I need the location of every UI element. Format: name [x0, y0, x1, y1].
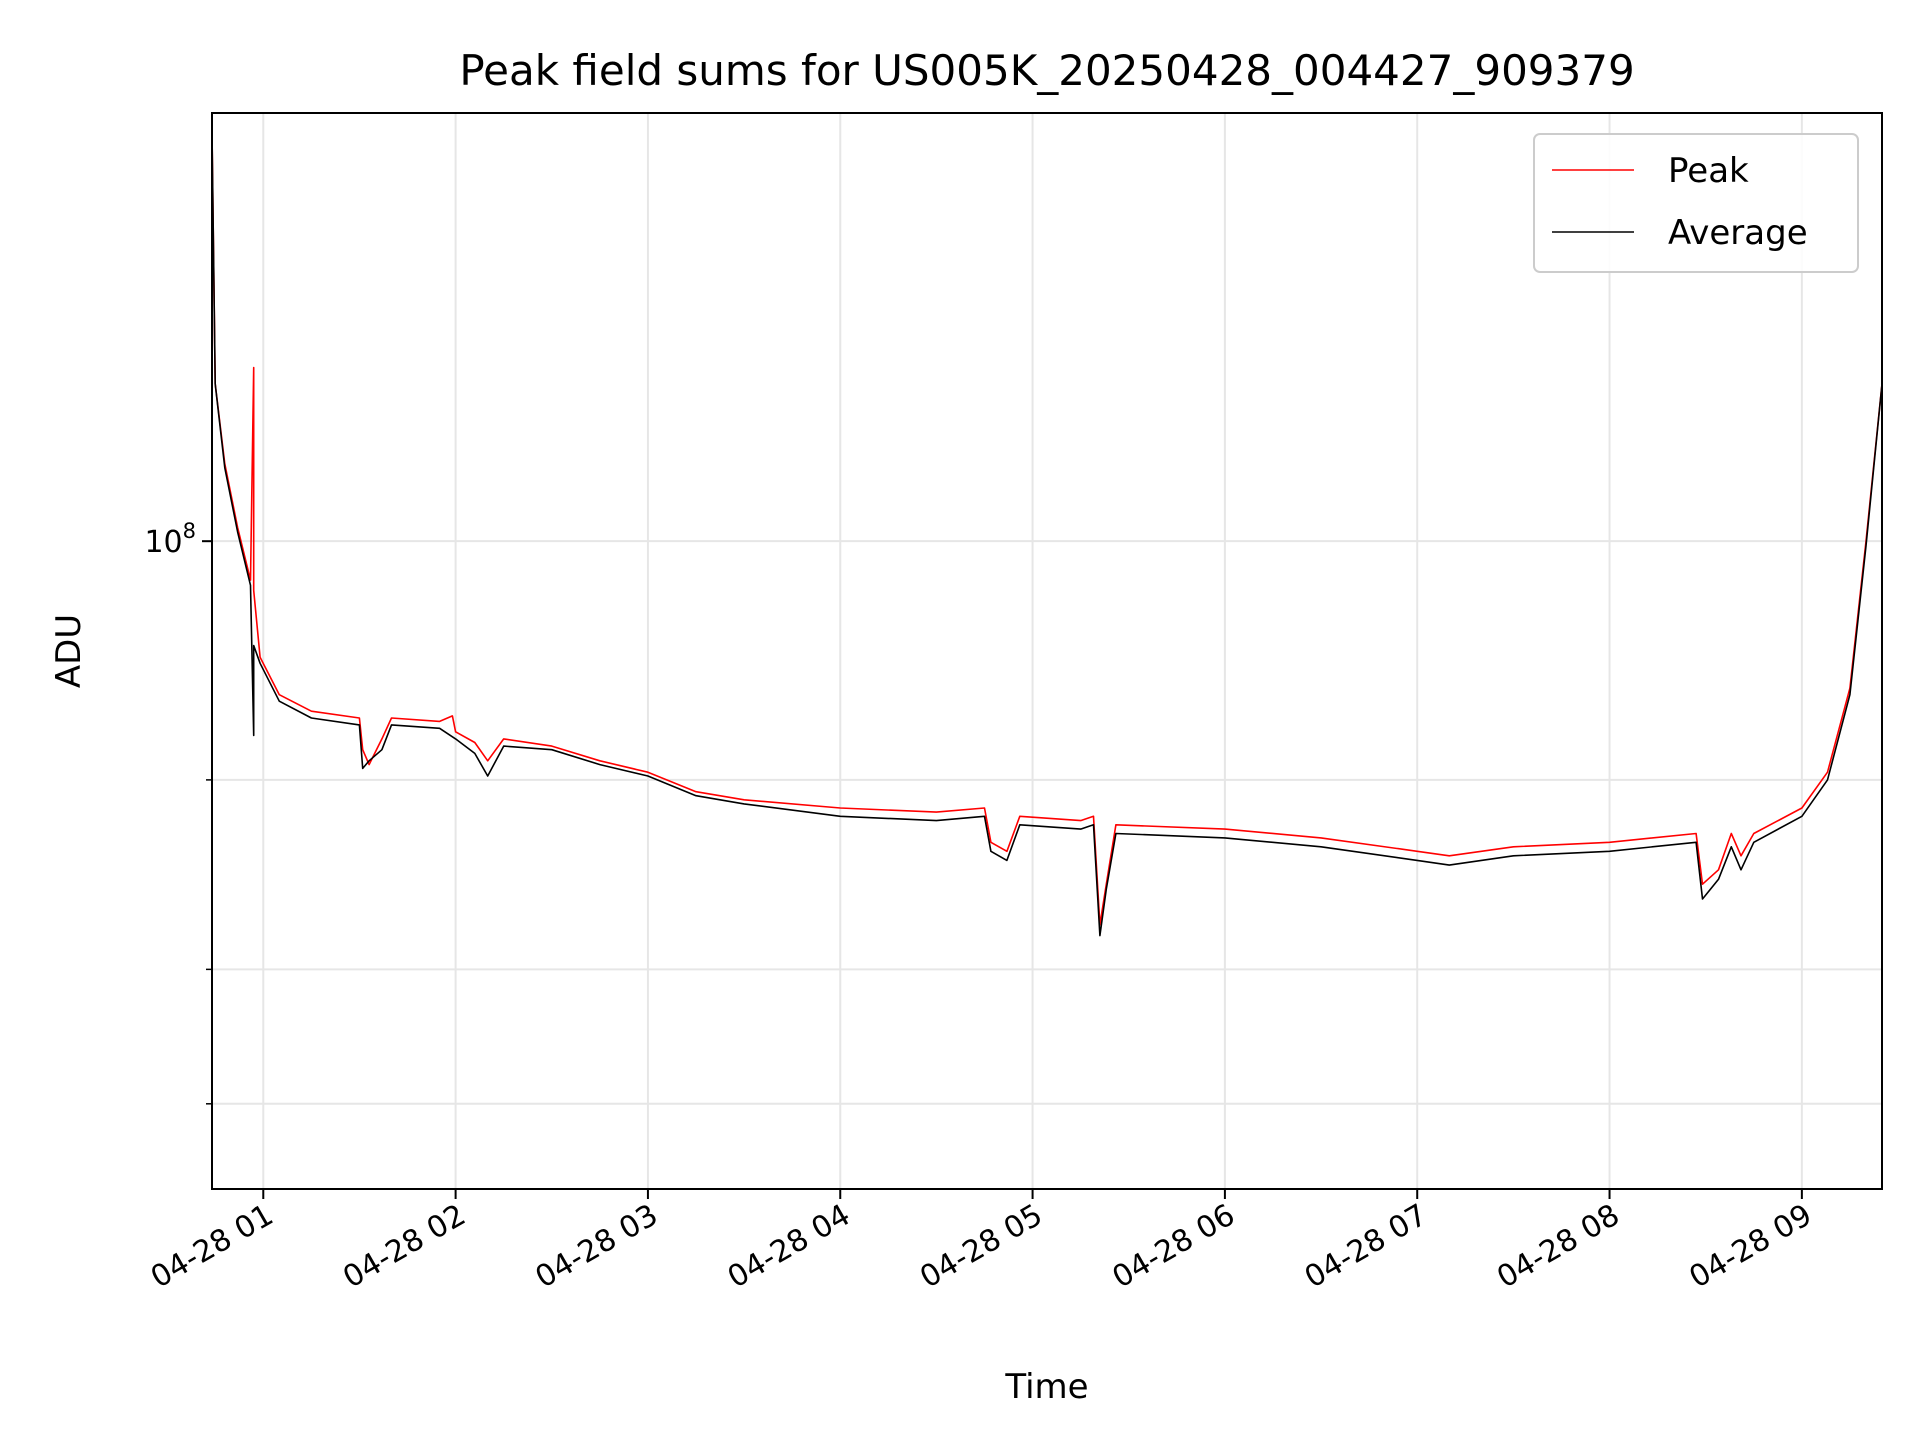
chart-title: Peak field sums for US005K_20250428_0044… — [459, 46, 1634, 95]
plot-lines — [211, 132, 1883, 937]
legend-box — [1533, 133, 1859, 273]
grid — [212, 113, 1882, 1189]
y-tick-label-base: 10 — [144, 525, 182, 560]
legend-label-peak: Peak — [1668, 151, 1749, 191]
series-line-average — [211, 132, 1883, 937]
legend-label-average: Average — [1668, 213, 1808, 253]
plot-frame — [211, 112, 1883, 1190]
x-axis-label: Time — [1004, 1367, 1088, 1407]
y-axis-label: ADU — [49, 614, 89, 688]
legend: Peak Average — [1533, 133, 1859, 273]
y-tick-label: 108 — [144, 519, 196, 560]
y-tick-label-exponent: 8 — [183, 519, 196, 543]
series-line-peak — [211, 132, 1883, 926]
y-axis-ticks: 108 — [144, 519, 212, 1105]
